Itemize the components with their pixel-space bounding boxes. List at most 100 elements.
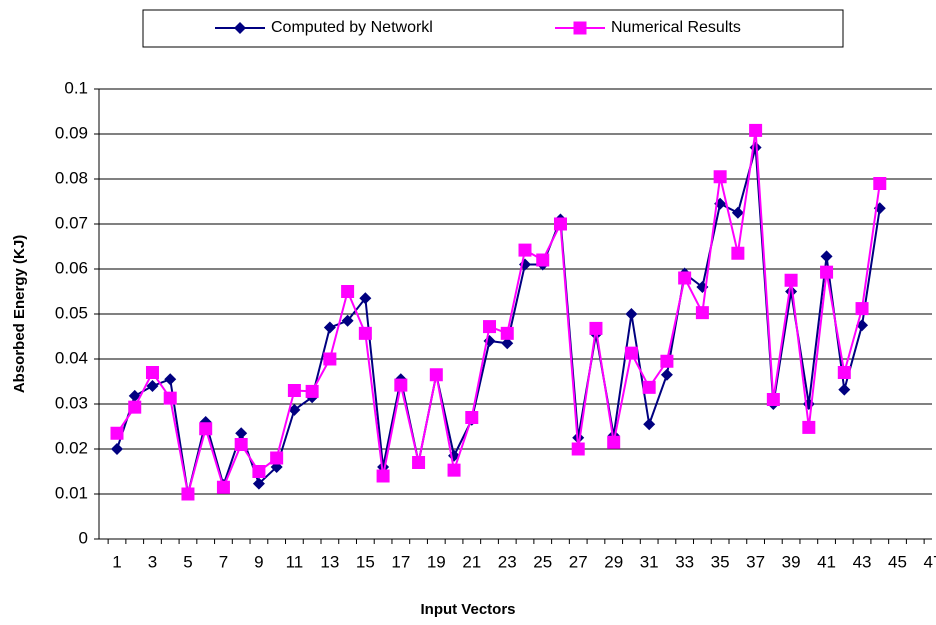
square-marker <box>660 354 674 368</box>
x-tick-label: 3 <box>148 552 157 571</box>
square-marker <box>766 393 780 406</box>
x-tick-label: 13 <box>320 552 339 571</box>
x-tick-label: 29 <box>604 552 623 571</box>
y-tick-label: 0 <box>79 528 88 547</box>
square-marker <box>483 320 497 334</box>
diamond-marker <box>234 22 246 34</box>
diamond-marker <box>288 403 301 416</box>
x-tick-label: 11 <box>286 552 304 571</box>
diamond-marker <box>660 368 673 381</box>
square-marker <box>855 302 869 316</box>
x-tick-label: 1 <box>112 552 121 571</box>
square-marker <box>358 326 372 340</box>
y-tick-label: 0.06 <box>55 258 88 277</box>
square-marker <box>465 411 479 424</box>
square-marker <box>181 487 195 501</box>
square-marker <box>678 271 692 285</box>
y-tick-label: 0.04 <box>55 348 88 367</box>
x-tick-label: 33 <box>675 552 694 571</box>
x-tick-label: 31 <box>640 552 659 571</box>
square-marker <box>571 442 585 456</box>
diamond-marker <box>838 383 851 396</box>
y-tick-label: 0.05 <box>55 303 88 322</box>
diamond-marker <box>323 321 336 334</box>
x-tick-label: 37 <box>746 552 765 571</box>
series-line <box>116 147 881 495</box>
diamond-marker <box>341 314 354 327</box>
square-marker <box>163 391 177 405</box>
square-marker <box>287 384 301 397</box>
square-marker <box>447 463 461 477</box>
legend-label: Numerical Results <box>611 19 741 36</box>
square-marker <box>573 21 587 35</box>
y-axis-title: Absorbed Energy (KJ) <box>11 235 28 393</box>
y-tick-label: 0.08 <box>55 168 88 187</box>
x-tick-label: 7 <box>219 552 228 571</box>
diamond-marker <box>501 337 514 350</box>
square-marker <box>394 378 408 392</box>
square-marker <box>820 265 834 279</box>
diamond-marker <box>731 206 744 219</box>
square-marker <box>607 435 621 449</box>
square-marker <box>731 246 745 260</box>
square-marker <box>695 306 709 320</box>
x-axis-title: Input Vectors <box>420 601 515 618</box>
x-tick-label: 47 <box>924 552 936 571</box>
x-tick-label: 23 <box>498 552 517 571</box>
series-line <box>116 130 881 495</box>
x-tick-label: 35 <box>711 552 730 571</box>
square-marker <box>145 366 159 379</box>
square-marker <box>837 366 851 379</box>
square-marker <box>784 273 798 287</box>
square-marker <box>713 170 727 184</box>
x-tick-label: 15 <box>356 552 375 571</box>
square-marker <box>376 469 390 483</box>
square-marker <box>518 243 532 257</box>
square-marker <box>802 420 816 434</box>
y-tick-label: 0.02 <box>55 438 88 457</box>
y-tick-label: 0.07 <box>55 213 88 232</box>
x-tick-label: 45 <box>888 552 907 571</box>
x-tick-label: 5 <box>183 552 192 571</box>
square-marker <box>553 217 567 231</box>
y-tick-label: 0.03 <box>55 393 88 412</box>
diamond-marker <box>625 308 638 320</box>
square-marker <box>252 465 266 478</box>
square-marker <box>412 456 426 469</box>
diamond-marker <box>146 380 159 392</box>
x-tick-label: 43 <box>853 552 872 571</box>
square-marker <box>323 352 337 366</box>
diamond-marker <box>235 427 248 440</box>
x-tick-label: 27 <box>569 552 588 571</box>
legend-label: Computed by Networkl <box>271 19 433 36</box>
diamond-marker <box>359 292 372 305</box>
diamond-marker <box>252 477 265 490</box>
square-marker <box>270 451 284 465</box>
x-tick-label: 41 <box>817 552 836 571</box>
square-marker <box>341 285 355 298</box>
x-tick-label: 21 <box>462 552 481 571</box>
square-marker <box>624 346 638 360</box>
square-marker <box>429 368 443 382</box>
square-marker <box>199 422 213 436</box>
x-tick-label: 19 <box>427 552 446 571</box>
y-tick-label: 0.09 <box>55 123 88 142</box>
diamond-marker <box>164 373 177 386</box>
square-marker <box>749 123 763 137</box>
diamond-marker <box>128 389 141 402</box>
square-marker <box>500 326 514 340</box>
y-tick-label: 0.01 <box>55 483 88 502</box>
diamond-marker <box>111 443 123 455</box>
x-tick-label: 17 <box>391 552 410 571</box>
square-marker <box>128 400 142 414</box>
x-tick-label: 9 <box>254 552 263 571</box>
square-marker <box>642 380 656 394</box>
x-tick-label: 39 <box>782 552 801 571</box>
square-marker <box>216 480 230 494</box>
y-tick-label: 0.1 <box>64 78 88 97</box>
square-marker <box>110 426 124 440</box>
square-marker <box>873 177 887 190</box>
square-marker <box>536 253 550 267</box>
square-marker <box>305 384 319 398</box>
